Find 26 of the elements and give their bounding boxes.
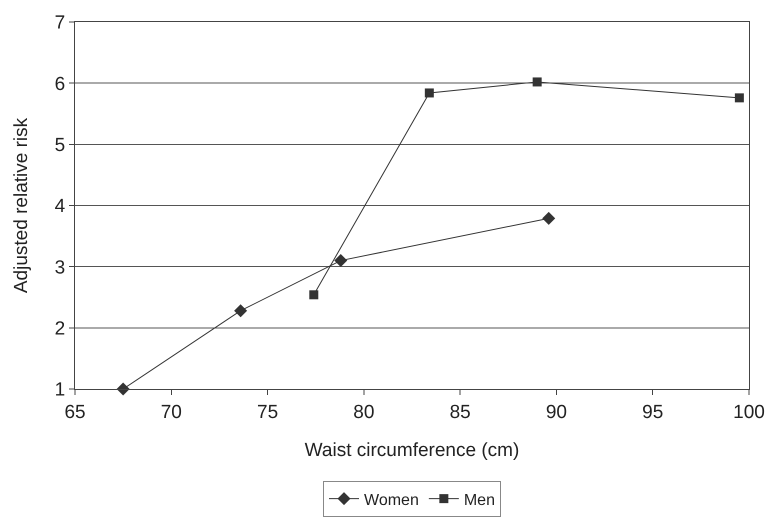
point	[334, 254, 348, 268]
legend-label: Women	[364, 492, 419, 509]
y-axis-title: Adjusted relative risk	[11, 117, 32, 294]
point	[734, 93, 744, 102]
x-tick-label: 80	[353, 402, 374, 423]
y-tick-label: 5	[54, 134, 66, 156]
point	[234, 304, 248, 318]
x-tick-label: 95	[642, 402, 664, 423]
x-tick-label: 65	[64, 402, 86, 423]
y-tick-label: 2	[54, 318, 66, 340]
point	[532, 77, 542, 86]
x-tick-label: 75	[257, 402, 278, 423]
x-tick-label: 100	[733, 402, 765, 423]
x-axis-title: Waist circumference (cm)	[304, 440, 520, 461]
legend-label: Men	[464, 492, 495, 509]
point	[542, 212, 556, 225]
y-tick-label: 3	[54, 257, 66, 278]
point	[309, 290, 318, 300]
point	[424, 88, 434, 98]
y-tick-label: 6	[54, 74, 66, 95]
y-tick-label: 4	[54, 196, 66, 218]
x-tick-label: 90	[546, 402, 567, 423]
y-tick-label: 7	[54, 12, 66, 34]
x-tick-label: 85	[450, 402, 471, 423]
y-tick-label: 1	[54, 380, 66, 401]
x-tick-label: 70	[160, 402, 182, 423]
